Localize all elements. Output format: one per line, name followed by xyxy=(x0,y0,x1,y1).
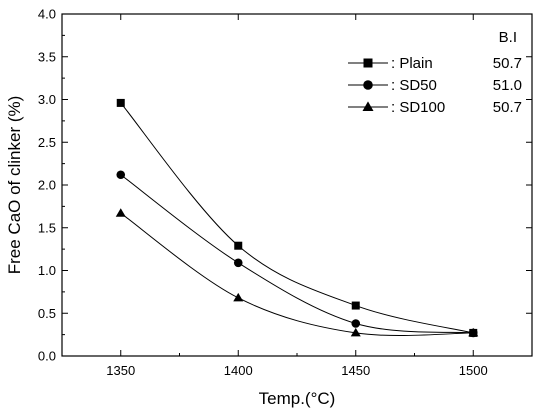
legend: B.I : Plain 50.7 : SD50 51.0 : SD100 50.7 xyxy=(348,29,522,116)
y-tick-label: 1.5 xyxy=(38,220,56,235)
y-tick-label: 3.5 xyxy=(38,49,56,64)
data-point xyxy=(116,170,126,180)
y-tick-label: 3.0 xyxy=(38,92,56,107)
series-layer xyxy=(115,98,479,338)
data-point xyxy=(233,292,244,302)
legend-bi-value: 50.7 xyxy=(493,99,522,116)
data-point xyxy=(233,258,243,268)
series-line xyxy=(120,174,474,334)
data-point xyxy=(116,98,125,107)
series-line xyxy=(120,102,474,334)
y-tick-label: 0.0 xyxy=(38,349,56,364)
data-point xyxy=(351,301,360,310)
data-point xyxy=(234,241,243,250)
series-line xyxy=(120,212,474,336)
y-axis-title: Free CaO of clinker (%) xyxy=(5,96,24,275)
y-tick-label: 2.5 xyxy=(38,135,56,150)
legend-bi-value: 51.0 xyxy=(493,77,522,94)
legend-label: : SD100 xyxy=(391,99,445,116)
x-tick-label: 1350 xyxy=(106,363,135,378)
data-point xyxy=(115,208,126,217)
series-square xyxy=(116,98,478,337)
y-tick-label: 4.0 xyxy=(38,7,56,22)
x-tick-label: 1450 xyxy=(341,363,370,378)
legend-bi-value: 50.7 xyxy=(493,55,522,72)
data-point xyxy=(351,319,361,328)
x-tick-label: 1500 xyxy=(459,363,488,378)
series-circle xyxy=(116,170,478,338)
legend-label: : SD50 xyxy=(391,77,437,94)
legend-marker xyxy=(362,101,374,111)
series-triangle xyxy=(115,208,479,337)
y-tick-label: 0.5 xyxy=(38,306,56,321)
legend-marker xyxy=(363,80,373,90)
y-tick-label: 1.0 xyxy=(38,263,56,278)
legend-marker xyxy=(363,58,373,68)
legend-header: B.I xyxy=(499,29,517,46)
data-point xyxy=(468,327,479,337)
y-tick-label: 2.0 xyxy=(38,178,56,193)
data-point xyxy=(350,327,361,337)
plot-frame xyxy=(61,13,533,357)
x-axis-title: Temp.(°C) xyxy=(259,389,336,408)
x-tick-label: 1400 xyxy=(224,363,253,378)
y-axis: 0.0 0.5 1.0 1.5 2.0 2.5 3.0 3.5 4.0 xyxy=(38,7,532,364)
x-axis: 1350 1400 1450 1500 xyxy=(106,14,488,378)
legend-label: : Plain xyxy=(391,55,433,72)
